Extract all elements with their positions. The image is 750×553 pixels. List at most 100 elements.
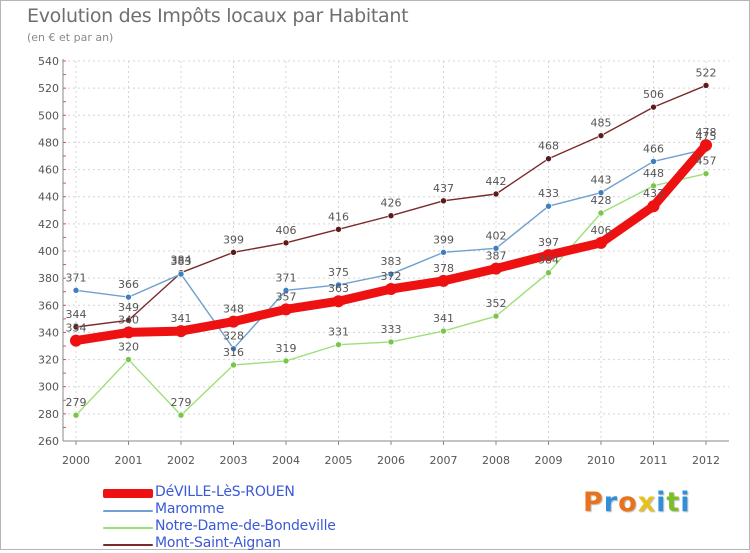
data-point — [597, 189, 605, 196]
data-point — [545, 202, 552, 210]
data-label: 279 — [171, 396, 192, 409]
data-label: 443 — [591, 174, 612, 187]
data-label: 442 — [486, 175, 507, 188]
data-label: 506 — [643, 88, 664, 101]
data-point — [230, 249, 237, 256]
data-point — [492, 312, 500, 320]
data-label: 384 — [538, 254, 559, 267]
data-label: 433 — [538, 187, 559, 200]
data-label: 279 — [66, 396, 87, 409]
data-label: 426 — [381, 197, 402, 210]
data-point — [335, 341, 342, 348]
chart-title: Evolution des Impôts locaux par Habitant — [27, 5, 409, 27]
data-point — [492, 190, 500, 198]
data-point — [332, 295, 345, 308]
data-label: 399 — [223, 233, 244, 246]
data-label: 340 — [118, 313, 139, 326]
data-point — [387, 270, 395, 278]
axes: 260 280 300 320 340 360 380 400 420 440 460 480 500 5… — [38, 55, 729, 467]
y-tick-label: 320 — [38, 354, 59, 367]
data-point — [542, 249, 555, 262]
data-point — [230, 361, 237, 369]
data-label: 349 — [118, 301, 139, 314]
data-label: 406 — [276, 224, 297, 237]
x-tick-label: 2000 — [62, 454, 90, 467]
data-point — [72, 287, 80, 294]
data-label: 344 — [66, 308, 87, 321]
data-point — [702, 82, 710, 89]
data-point — [440, 197, 447, 205]
data-label: 468 — [538, 140, 559, 153]
logo-letter: i — [656, 487, 667, 518]
data-point — [177, 411, 185, 419]
x-tick-label: 2012 — [692, 454, 720, 467]
data-label: 397 — [538, 236, 559, 249]
data-label: 341 — [171, 312, 192, 325]
data-label: 402 — [486, 229, 507, 242]
data-point — [125, 293, 132, 301]
data-point — [545, 155, 552, 163]
x-tick-label: 2011 — [640, 454, 668, 467]
data-label: 333 — [381, 323, 402, 336]
data-label: 320 — [118, 341, 139, 354]
y-tick-label: 360 — [38, 299, 59, 312]
data-label: 348 — [223, 303, 244, 316]
y-tick-label: 440 — [38, 191, 59, 204]
y-tick-label: 420 — [38, 218, 59, 231]
y-tick-label: 400 — [38, 245, 59, 258]
y-tick-label: 380 — [38, 272, 59, 285]
logo-letter: o — [618, 487, 638, 518]
y-tick-label: 260 — [38, 435, 59, 448]
proxiti-logo: Proxiti — [583, 487, 691, 518]
data-label: 363 — [328, 282, 349, 295]
x-tick-label: 2005 — [325, 454, 353, 467]
x-tick-label: 2009 — [535, 454, 563, 467]
data-point — [647, 200, 660, 213]
series-lines — [70, 82, 712, 419]
legend-swatch — [103, 527, 153, 529]
data-label: 457 — [696, 155, 717, 168]
data-label: 485 — [591, 117, 612, 130]
y-tick-label: 540 — [38, 55, 59, 68]
data-label: 375 — [328, 266, 349, 279]
y-tick-label: 460 — [38, 164, 59, 177]
data-point — [650, 158, 657, 165]
logo-letter: r — [603, 487, 619, 518]
x-tick-label: 2006 — [377, 454, 405, 467]
data-label: 331 — [328, 326, 349, 339]
data-point — [177, 270, 185, 278]
legend-swatch — [103, 510, 153, 512]
legend-label: Mont-Saint-Aignan — [155, 535, 281, 551]
y-tick-label: 280 — [38, 408, 59, 421]
data-point — [597, 209, 605, 217]
data-point — [227, 315, 240, 328]
data-label: 383 — [381, 255, 402, 268]
legend-swatch — [103, 544, 153, 546]
data-point — [280, 303, 292, 316]
series-notre-dame-de-bondeville — [72, 170, 710, 419]
series-d-ville-l-s-rouen — [70, 139, 712, 347]
data-point — [650, 182, 657, 190]
data-point — [387, 212, 395, 220]
data-point — [230, 345, 237, 353]
x-tick-label: 2004 — [272, 454, 300, 467]
data-point — [440, 249, 447, 256]
data-label: 466 — [643, 142, 664, 155]
grid — [63, 60, 729, 442]
data-label: 378 — [433, 262, 454, 275]
legend-label: DéVILLE-LèS-ROUEN — [155, 484, 295, 500]
data-labels: 344 349 384 399 406 416 426 437 442 468 485 506 522 3… — [66, 66, 717, 409]
data-label: 406 — [591, 224, 612, 237]
data-point — [282, 239, 290, 247]
data-point — [72, 323, 80, 331]
y-tick-label: 480 — [38, 136, 59, 149]
data-label: 366 — [118, 278, 139, 291]
data-point — [702, 170, 710, 177]
data-point — [595, 236, 607, 249]
data-point — [437, 274, 450, 287]
logo-letter: P — [583, 487, 604, 518]
data-point — [700, 139, 712, 152]
chart-subtitle: (en € et par an) — [27, 31, 114, 44]
data-point — [70, 334, 82, 347]
